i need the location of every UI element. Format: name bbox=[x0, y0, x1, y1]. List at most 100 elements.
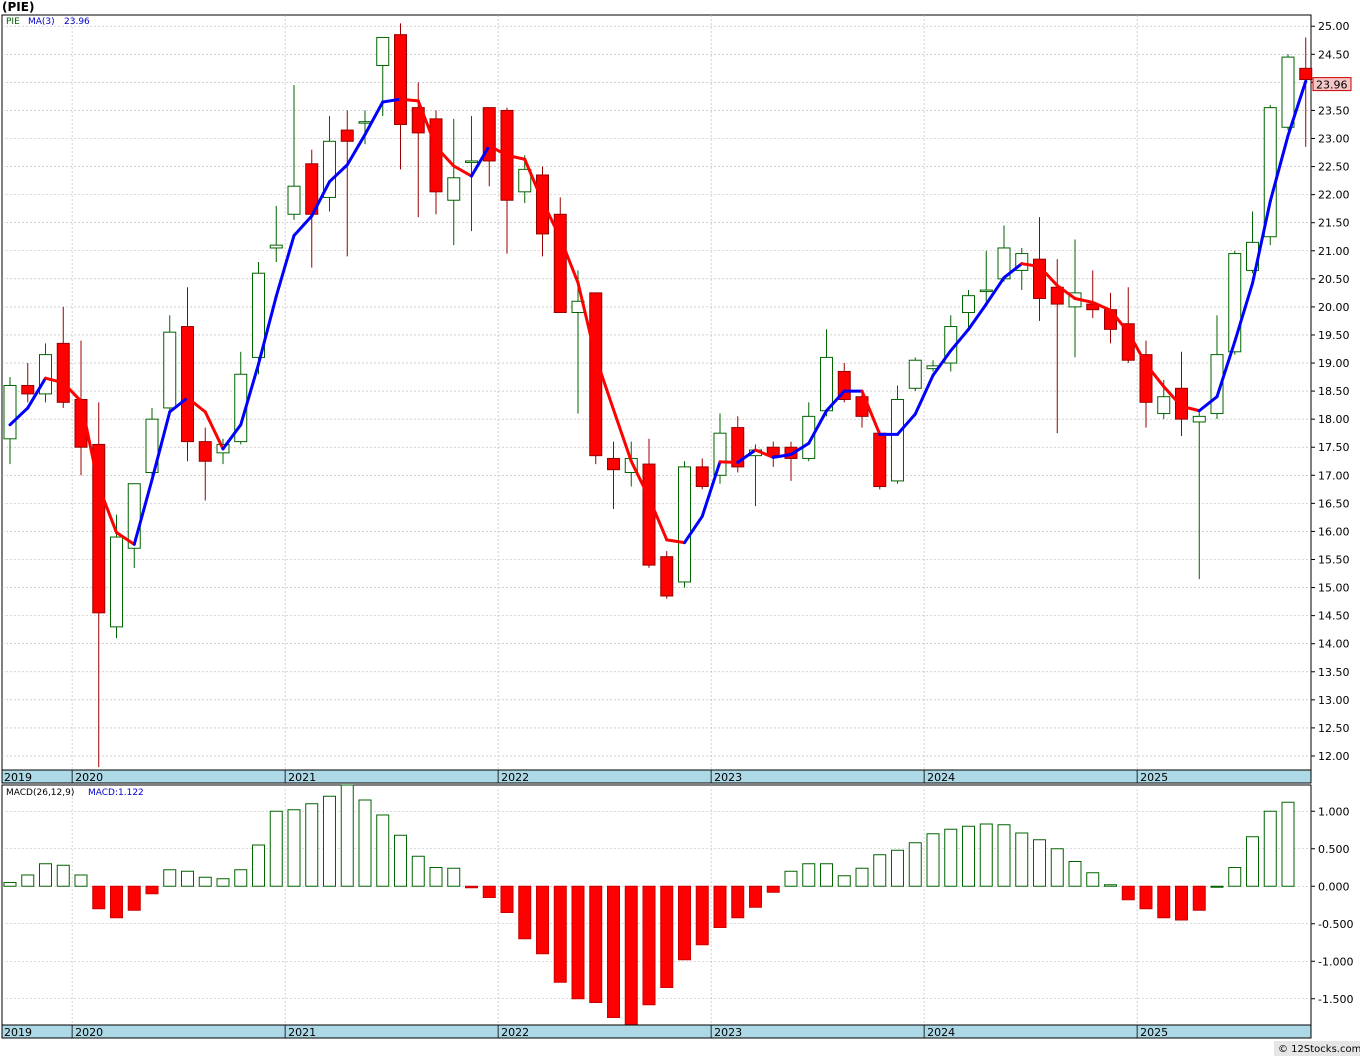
macd-x-label: 2020 bbox=[75, 1026, 103, 1039]
macd-bar bbox=[571, 885, 585, 1000]
candle bbox=[607, 441, 620, 509]
watermark: © 12Stocks.com bbox=[1278, 1044, 1360, 1055]
candle bbox=[908, 357, 922, 392]
ma3-segment bbox=[239, 362, 260, 427]
price-y-tick-label: 22.50 bbox=[1318, 161, 1350, 174]
candle bbox=[802, 402, 816, 462]
candle-body bbox=[56, 342, 70, 403]
candle-body bbox=[21, 384, 35, 395]
macd-x-axis: 2019 2020 2021 2022 2023 2024 2025 bbox=[4, 1025, 1168, 1039]
macd-plot-area bbox=[1, 784, 1312, 1026]
ma3-segment bbox=[825, 389, 846, 413]
ma3-segment bbox=[860, 389, 882, 436]
macd-bar bbox=[820, 863, 833, 887]
candle-body bbox=[713, 432, 727, 476]
price-y-tick-label: 17.00 bbox=[1318, 469, 1350, 482]
candle-body bbox=[1086, 303, 1100, 311]
ma3-segment bbox=[115, 531, 136, 546]
candle bbox=[766, 441, 780, 467]
candle-body bbox=[145, 418, 159, 473]
candle-body bbox=[340, 129, 354, 142]
ma3-segment bbox=[558, 236, 580, 285]
candle-body bbox=[979, 289, 993, 293]
candle-body bbox=[1104, 309, 1117, 330]
candle bbox=[1281, 54, 1295, 131]
candle bbox=[198, 427, 212, 501]
macd-bar bbox=[216, 878, 230, 887]
ma3-segment bbox=[363, 100, 385, 137]
ma3-segment bbox=[647, 496, 669, 542]
macd-bar bbox=[695, 885, 709, 946]
price-x-label: 2021 bbox=[288, 771, 316, 784]
macd-y-tick-label: -1.500 bbox=[1318, 993, 1353, 1006]
legend-ma-label: MA(3) bbox=[28, 17, 55, 27]
ma3-segment bbox=[1251, 199, 1272, 285]
macd-bar bbox=[908, 842, 922, 887]
ma3-segment bbox=[683, 514, 704, 545]
ma3-segment bbox=[541, 199, 562, 240]
price-y-tick-label: 25.00 bbox=[1318, 20, 1350, 33]
macd-bar bbox=[944, 828, 958, 887]
ma3-segment bbox=[665, 538, 686, 545]
macd-bar bbox=[607, 885, 620, 1018]
macd-bar bbox=[1228, 867, 1242, 887]
ma3-segment bbox=[1002, 262, 1024, 280]
candle bbox=[252, 261, 265, 375]
candle-body bbox=[891, 399, 904, 482]
ma3-segment bbox=[1038, 264, 1059, 288]
candle-body bbox=[3, 384, 17, 440]
ma3-segment bbox=[1197, 395, 1219, 413]
candle bbox=[553, 197, 567, 314]
macd-y-tick-label: -1.000 bbox=[1318, 955, 1353, 968]
candlestick-series bbox=[3, 23, 1313, 768]
macd-x-label: 2022 bbox=[501, 1026, 529, 1039]
ma3-line bbox=[8, 79, 1308, 546]
price-y-tick-label: 14.50 bbox=[1318, 610, 1350, 623]
candle bbox=[394, 23, 407, 170]
macd-bar bbox=[731, 885, 745, 919]
macd-bar bbox=[766, 885, 780, 893]
candle-body bbox=[1157, 396, 1171, 415]
ma3-segment bbox=[1215, 340, 1237, 399]
ma3-segment bbox=[1091, 300, 1112, 312]
macd-bar bbox=[1263, 810, 1277, 887]
candle bbox=[145, 407, 159, 476]
candle bbox=[287, 85, 301, 220]
macd-bar bbox=[21, 874, 35, 887]
macd-bar bbox=[376, 814, 390, 887]
price-plot-area bbox=[1, 14, 1312, 771]
macd-bar bbox=[465, 885, 478, 889]
candle bbox=[234, 351, 248, 445]
candle bbox=[678, 461, 691, 588]
candle-body bbox=[678, 466, 691, 583]
macd-bar bbox=[1139, 885, 1153, 910]
macd-bar bbox=[891, 849, 904, 887]
macd-x-axis-band bbox=[1, 1024, 1312, 1039]
candle-body bbox=[962, 295, 975, 314]
candle bbox=[820, 329, 833, 417]
ma3-segment bbox=[150, 410, 172, 482]
macd-y-axis: -1.500 -1.000 -0.500 0.000 0.500 1.000 bbox=[1311, 805, 1353, 1006]
ma3-segment bbox=[1109, 308, 1130, 334]
candle bbox=[21, 363, 35, 403]
ma3-segment bbox=[1020, 262, 1041, 268]
macd-x-label: 2025 bbox=[1140, 1026, 1168, 1039]
macd-bar bbox=[394, 834, 407, 887]
macd-bar bbox=[1068, 861, 1082, 887]
ma3-segment bbox=[452, 164, 473, 178]
ma3-segment bbox=[44, 376, 65, 385]
macd-y-tick-label: 1.000 bbox=[1318, 805, 1350, 818]
ma3-segment bbox=[8, 406, 30, 427]
candle bbox=[731, 416, 745, 473]
macd-y-tick-label: 0.500 bbox=[1318, 843, 1350, 856]
candle-body bbox=[553, 213, 567, 314]
ma3-segment bbox=[754, 448, 775, 459]
candle-body bbox=[1192, 415, 1206, 423]
ma3-segment bbox=[736, 448, 757, 464]
price-y-tick-label: 12.00 bbox=[1318, 750, 1350, 763]
macd-bar bbox=[1246, 836, 1259, 887]
macd-bar bbox=[145, 885, 159, 895]
price-y-tick-label: 13.00 bbox=[1318, 694, 1350, 707]
ma3-segment bbox=[612, 408, 633, 463]
